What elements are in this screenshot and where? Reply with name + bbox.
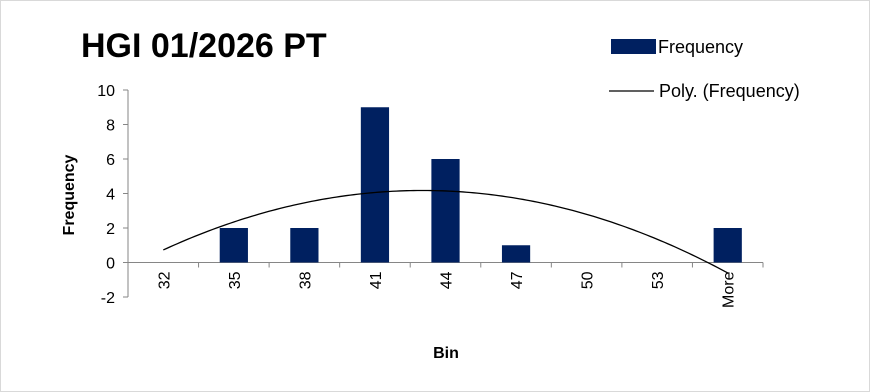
x-tick-label: More xyxy=(721,271,738,308)
y-tick-label: 10 xyxy=(97,83,115,100)
bar-35 xyxy=(219,228,248,263)
y-tick-label: 4 xyxy=(106,187,115,204)
y-tick-label: 2 xyxy=(106,221,115,238)
y-tick-label: 0 xyxy=(106,256,115,273)
legend-swatch-frequency xyxy=(611,39,656,54)
x-tick-label: 38 xyxy=(297,271,314,289)
chart-title: HGI 01/2026 PT xyxy=(81,27,327,65)
x-tick-label: 47 xyxy=(509,271,526,289)
bar-41 xyxy=(360,107,390,263)
x-tick-label: 53 xyxy=(650,271,667,289)
legend-label-frequency: Frequency xyxy=(658,37,743,57)
x-tick-label: 44 xyxy=(439,271,456,289)
y-tick-label: 6 xyxy=(106,152,115,169)
bar-38 xyxy=(290,228,319,263)
y-tick-label: 8 xyxy=(106,118,115,135)
x-tick-label: 35 xyxy=(227,271,244,289)
bars xyxy=(219,107,742,263)
x-axis-title: Bin xyxy=(433,345,459,362)
x-tick-label: 32 xyxy=(156,271,173,289)
x-tick-label: 41 xyxy=(368,271,385,289)
y-axis: -2 0 2 4 6 8 10 xyxy=(97,83,129,307)
trendline-group xyxy=(163,189,729,274)
bar-44 xyxy=(431,159,460,263)
bar-47 xyxy=(501,245,531,263)
x-tick-label: 50 xyxy=(580,271,597,289)
x-axis: 32 35 38 41 44 47 50 53 More xyxy=(127,262,764,308)
legend: Frequency Poly. (Frequency) xyxy=(609,37,800,101)
legend-label-trendline: Poly. (Frequency) xyxy=(659,81,800,101)
trendline-poly xyxy=(163,189,729,274)
y-axis-title: Frequency xyxy=(61,154,78,235)
y-tick-label: -2 xyxy=(101,290,115,307)
bar-more xyxy=(713,228,742,263)
